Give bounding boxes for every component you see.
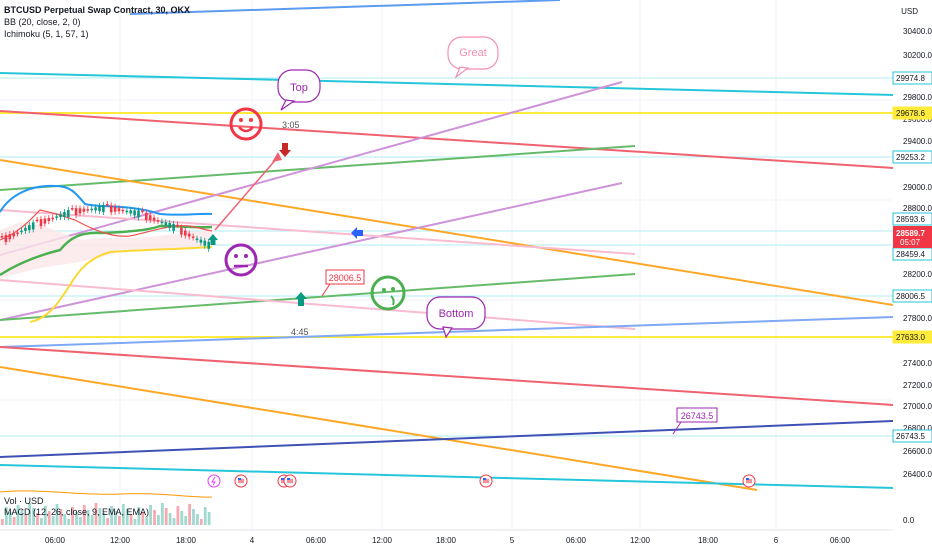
time-tick: 06:00	[830, 536, 851, 545]
time-note-top: 3:05	[282, 120, 300, 130]
price-tag-28006[interactable]: 28006.5	[321, 269, 365, 297]
price-tick: 30200.0	[903, 51, 932, 60]
svg-text:28589.7: 28589.7	[896, 229, 925, 238]
price-tick: 29400.0	[903, 137, 932, 146]
price-tick: 30400.0	[903, 27, 932, 36]
price-tick: 29000.0	[903, 183, 932, 192]
svg-text:28593.6: 28593.6	[896, 215, 925, 224]
price-series	[0, 184, 213, 323]
us-flag-event-icon[interactable]	[742, 474, 756, 488]
time-tick: 18:00	[436, 536, 457, 545]
price-tick: 26600.0	[903, 447, 932, 456]
time-tick: 06:00	[306, 536, 327, 545]
svg-text:29678.6: 29678.6	[896, 109, 925, 118]
time-tick: 12:00	[110, 536, 131, 545]
symbol-title[interactable]: BTCUSD Perpetual Swap Contract, 30, OKX	[4, 5, 191, 15]
up-arrow-icon	[208, 234, 218, 245]
price-tick: 28200.0	[903, 270, 932, 279]
svg-text:29253.2: 29253.2	[896, 153, 925, 162]
time-tick: 18:00	[176, 536, 197, 545]
svg-text:05:07: 05:07	[900, 238, 921, 247]
current-price-label[interactable]: 28589.705:07	[893, 226, 932, 248]
price-tag-28006-label: 28006.5	[329, 273, 362, 283]
price-tick: 0.0	[903, 516, 915, 525]
trend-lines[interactable]	[0, 0, 894, 491]
time-tick: 18:00	[698, 536, 719, 545]
time-tick: 5	[510, 536, 515, 545]
price-tick: 27400.0	[903, 359, 932, 368]
time-tick: 12:00	[372, 536, 393, 545]
svg-text:26743.5: 26743.5	[896, 432, 925, 441]
callout-great[interactable]: Great	[447, 36, 499, 79]
price-level-label[interactable]: 28006.5	[892, 289, 932, 303]
chart-legend: BTCUSD Perpetual Swap Contract, 30, OKX …	[4, 4, 190, 40]
svg-text:27633.0: 27633.0	[896, 333, 925, 342]
price-level-label[interactable]: 26743.5	[892, 429, 932, 443]
up-arrow-icon	[295, 292, 307, 306]
price-tag-26743[interactable]: 26743.5	[672, 407, 718, 435]
ichimoku-indicator-label[interactable]: Ichimoku (5, 1, 57, 1)	[4, 29, 89, 39]
projection-arrow	[214, 156, 279, 231]
bb-indicator-label[interactable]: BB (20, close, 2, 0)	[4, 17, 81, 27]
grid	[0, 0, 893, 530]
left-arrow-icon	[351, 227, 363, 239]
time-tick: 06:00	[566, 536, 587, 545]
price-level-label[interactable]: 29253.2	[892, 150, 932, 164]
time-tick: 6	[774, 536, 779, 545]
price-level-label[interactable]: 28593.6	[892, 212, 932, 226]
svg-text:28006.5: 28006.5	[896, 292, 925, 301]
price-tick: 27200.0	[903, 381, 932, 390]
time-tick: 4	[250, 536, 255, 545]
callout-bottom[interactable]: Bottom	[426, 296, 486, 339]
svg-text:28459.4: 28459.4	[896, 250, 925, 259]
time-tick: 12:00	[630, 536, 651, 545]
candlesticks	[0, 201, 210, 252]
svg-text:29974.8: 29974.8	[896, 74, 925, 83]
neutral-face-icon	[224, 243, 258, 277]
price-scale[interactable]: 30400.030200.029800.029600.029400.029000…	[892, 27, 932, 525]
time-tick: 06:00	[45, 536, 66, 545]
time-axis[interactable]: 06:00 12:00 18:00 4 06:00 12:00 18:00 5 06:00 12:…	[0, 529, 893, 545]
price-tick: 26400.0	[903, 470, 932, 479]
price-level-label[interactable]: 29678.6	[892, 106, 932, 120]
callout-top[interactable]: Top	[277, 69, 321, 111]
price-level-label[interactable]: 29974.8	[892, 71, 932, 85]
price-tick: 27000.0	[903, 402, 932, 411]
us-flag-event-icon[interactable]	[479, 474, 493, 488]
price-tick: 26800.0	[903, 424, 932, 433]
time-note-bottom: 4:45	[291, 327, 309, 337]
callout-top-label: Top	[290, 82, 308, 94]
sad-face-icon	[370, 275, 406, 311]
callout-bottom-label: Bottom	[439, 308, 474, 320]
flash-event-icon[interactable]	[207, 474, 221, 488]
down-arrow-icon	[279, 143, 291, 157]
price-tick: 27800.0	[903, 314, 932, 323]
us-flag-event-icon[interactable]	[234, 474, 248, 488]
happy-face-icon	[229, 107, 263, 141]
volume-label[interactable]: Vol · USD	[4, 496, 44, 506]
price-level-label[interactable]: 28459.4	[892, 247, 932, 261]
price-tick: 29800.0	[903, 93, 932, 102]
volume-bars	[1, 503, 211, 525]
volume-ma-line	[0, 490, 213, 498]
currency-label: USD	[901, 7, 918, 16]
macd-label[interactable]: MACD (12, 26, close, 9, EMA, EMA)	[4, 507, 150, 517]
us-flag-event-icon[interactable]	[283, 474, 297, 488]
callout-great-label: Great	[459, 47, 487, 59]
price-level-label[interactable]: 27633.0	[892, 330, 932, 344]
price-tag-26743-label: 26743.5	[681, 411, 714, 421]
price-tick: 28800.0	[903, 204, 932, 213]
volume-legend: Vol · USD MACD (12, 26, close, 9, EMA, E…	[4, 496, 149, 518]
